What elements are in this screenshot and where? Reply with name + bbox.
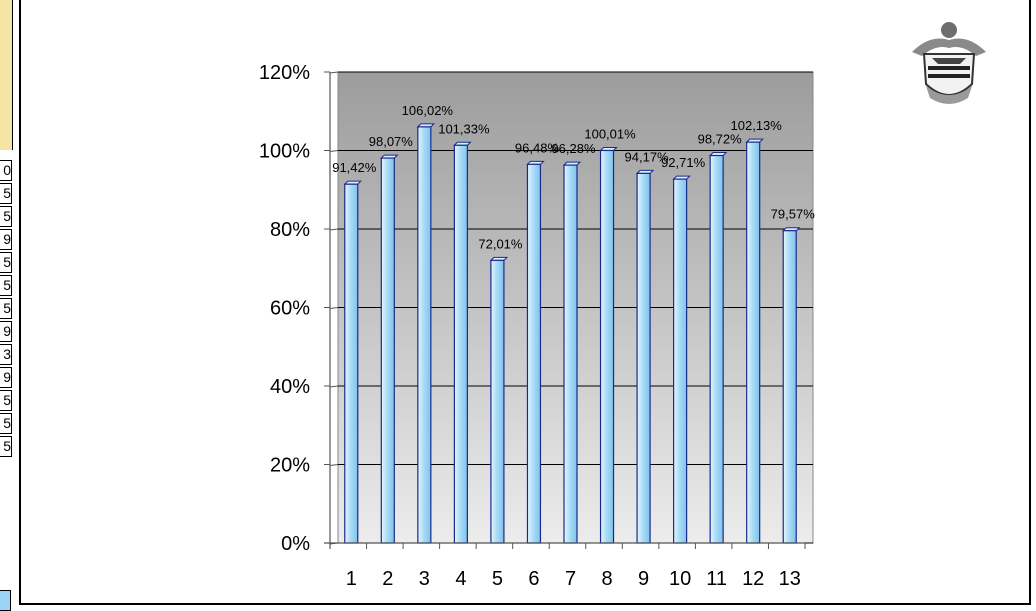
data-label: 91,42% [332,160,377,175]
data-label: 98,07% [369,134,414,149]
y-tick-label: 40% [270,376,310,398]
side-digit-cell: 5 [0,183,12,204]
data-label: 96,48% [515,140,560,155]
side-digit-cell: 5 [0,298,12,319]
x-tick-label: 8 [601,568,612,590]
data-label: 98,72% [698,132,743,147]
data-label: 96,28% [551,141,596,156]
x-tick-label: 5 [492,568,503,590]
side-digit-cell: 0 [0,160,12,181]
chart-frame: 0% 20% 40% 60% 80% 100% 120% 1 2 3 4 5 6 7 8 9 10 11 12 13 … [19,0,1031,605]
x-tick-label: 12 [742,568,764,590]
x-tick-label: 4 [455,568,466,590]
data-label: 106,02% [402,103,454,118]
bar [344,183,359,544]
data-label: 79,57% [771,207,816,222]
gridline-connector [329,464,339,466]
y-tick-label: 60% [270,298,310,320]
side-digit-cell: 9 [0,321,12,342]
x-tick-label: 11 [706,568,727,590]
bar [782,230,797,544]
data-label: 72,01% [478,236,523,251]
y-tick-label: 80% [270,219,310,241]
bar [599,149,615,544]
heraldic-crest-icon [912,22,986,104]
y-tick-label: 0% [281,533,310,555]
bar [709,154,724,544]
x-tick-label: 13 [779,568,801,590]
y-tick-label: 120% [259,62,310,84]
x-tick-label: 7 [565,568,576,590]
bar [636,172,651,544]
side-digit-cell: 5 [0,275,12,296]
data-label: 94,17% [625,149,670,164]
data-label: 100,01% [584,126,636,141]
bar [526,163,542,544]
bar [380,157,395,544]
gridline-connector [329,385,339,388]
bar [746,141,761,544]
side-digit-cell: 9 [0,229,12,250]
gridline-connector [329,307,339,309]
side-digit-cell: 5 [0,413,12,434]
x-tick-label: 3 [419,568,430,590]
gridline-connector [329,150,339,152]
side-digit-cell: 3 [0,344,12,365]
x-tick-label: 6 [528,568,539,590]
side-digit-cell: 5 [0,390,12,411]
data-label: 92,71% [661,155,706,170]
side-digit-cell: 5 [0,436,12,457]
bar [563,164,578,544]
data-label: 101,33% [438,121,490,136]
bar-chart: 0%20%40%60%80%100%120%1 2 3 4 5 6 7 8 9 10 11 12 13 … [259,62,816,590]
bar [673,178,688,544]
x-tick-label: 10 [669,568,691,590]
x-tick-label: 1 [346,568,357,590]
bar [417,126,432,544]
left-yellow-block [0,0,13,150]
gridline-connector [329,71,339,74]
x-tick-label: 2 [382,568,393,590]
y-tick-label: 20% [270,455,310,477]
bar [490,259,505,544]
data-label: 102,13% [731,118,783,133]
left-blue-tip [0,590,11,611]
gridline-connector [329,228,339,231]
side-digit-cell: 5 [0,206,12,227]
y-tick-label: 100% [259,141,310,163]
side-digit-cell: 5 [0,252,12,273]
side-digit-cell: 9 [0,367,12,388]
x-tick-label: 9 [638,568,649,590]
bar [453,144,468,544]
